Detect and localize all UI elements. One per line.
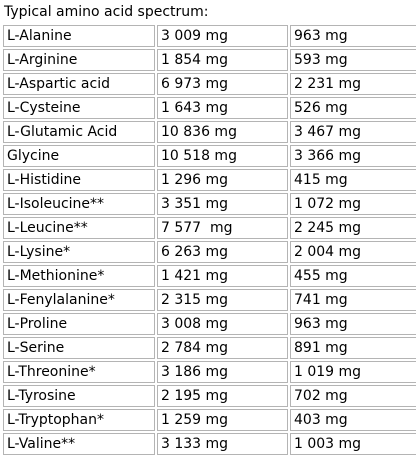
amount-column-1: 6 263 mg: [157, 241, 288, 263]
table-title: Typical amino acid spectrum:: [4, 4, 209, 20]
amount-column-2: 741 mg: [290, 289, 416, 311]
table-row: L-Methionine* 1 421 mg 455 mg: [3, 265, 416, 287]
amino-acid-name: L-Aspartic acid: [3, 73, 155, 95]
amount-column-1: 1 854 mg: [157, 49, 288, 71]
amino-acid-name: L-Proline: [3, 313, 155, 335]
amount-column-2: 963 mg: [290, 25, 416, 47]
amino-acid-name: L-Isoleucine**: [3, 193, 155, 215]
table-row: L-Leucine** 7 577 mg 2 245 mg: [3, 217, 416, 239]
amino-acid-name: Glycine: [3, 145, 155, 167]
table-row: L-Threonine* 3 186 mg 1 019 mg: [3, 361, 416, 383]
amount-column-2: 2 004 mg: [290, 241, 416, 263]
table-row: L-Serine 2 784 mg 891 mg: [3, 337, 416, 359]
amino-acid-name: L-Glutamic Acid: [3, 121, 155, 143]
amino-acid-name: L-Lysine*: [3, 241, 155, 263]
amino-acid-name: L-Serine: [3, 337, 155, 359]
amount-column-1: 6 973 mg: [157, 73, 288, 95]
table-row: L-Aspartic acid 6 973 mg 2 231 mg: [3, 73, 416, 95]
amino-acid-table-body: L-Alanine 3 009 mg 963 mg L-Arginine 1 8…: [3, 25, 416, 455]
table-row: L-Fenylalanine* 2 315 mg 741 mg: [3, 289, 416, 311]
amount-column-1: 1 296 mg: [157, 169, 288, 191]
amount-column-1: 2 195 mg: [157, 385, 288, 407]
amount-column-1: 10 518 mg: [157, 145, 288, 167]
table-row: L-Isoleucine** 3 351 mg 1 072 mg: [3, 193, 416, 215]
amount-column-2: 415 mg: [290, 169, 416, 191]
table-row: L-Valine** 3 133 mg 1 003 mg: [3, 433, 416, 455]
amount-column-2: 2 231 mg: [290, 73, 416, 95]
amino-acid-name: L-Threonine*: [3, 361, 155, 383]
amino-acid-name: L-Cysteine: [3, 97, 155, 119]
amount-column-2: 3 467 mg: [290, 121, 416, 143]
amino-acid-table: L-Alanine 3 009 mg 963 mg L-Arginine 1 8…: [1, 23, 416, 457]
table-row: L-Cysteine 1 643 mg 526 mg: [3, 97, 416, 119]
amount-column-1: 1 643 mg: [157, 97, 288, 119]
table-row: L-Arginine 1 854 mg 593 mg: [3, 49, 416, 71]
amount-column-2: 1 003 mg: [290, 433, 416, 455]
amount-column-2: 403 mg: [290, 409, 416, 431]
table-row: L-Alanine 3 009 mg 963 mg: [3, 25, 416, 47]
amino-acid-name: L-Tryptophan*: [3, 409, 155, 431]
amino-acid-name: L-Leucine**: [3, 217, 155, 239]
amount-column-1: 3 009 mg: [157, 25, 288, 47]
amino-acid-name: L-Alanine: [3, 25, 155, 47]
amount-column-2: 963 mg: [290, 313, 416, 335]
amino-acid-name: L-Histidine: [3, 169, 155, 191]
amino-acid-name: L-Methionine*: [3, 265, 155, 287]
amount-column-2: 455 mg: [290, 265, 416, 287]
amino-acid-name: L-Tyrosine: [3, 385, 155, 407]
amount-column-1: 2 784 mg: [157, 337, 288, 359]
amount-column-2: 1 019 mg: [290, 361, 416, 383]
amount-column-1: 1 421 mg: [157, 265, 288, 287]
amount-column-2: 593 mg: [290, 49, 416, 71]
amount-column-1: 1 259 mg: [157, 409, 288, 431]
amount-column-2: 3 366 mg: [290, 145, 416, 167]
table-row: L-Glutamic Acid 10 836 mg 3 467 mg: [3, 121, 416, 143]
table-row: L-Proline 3 008 mg 963 mg: [3, 313, 416, 335]
amount-column-1: 3 351 mg: [157, 193, 288, 215]
amount-column-1: 3 133 mg: [157, 433, 288, 455]
table-row: L-Histidine 1 296 mg 415 mg: [3, 169, 416, 191]
amino-acid-name: L-Fenylalanine*: [3, 289, 155, 311]
amino-acid-name: L-Arginine: [3, 49, 155, 71]
amount-column-1: 7 577 mg: [157, 217, 288, 239]
table-row: Glycine 10 518 mg 3 366 mg: [3, 145, 416, 167]
amount-column-1: 3 186 mg: [157, 361, 288, 383]
amino-acid-name: L-Valine**: [3, 433, 155, 455]
amount-column-1: 10 836 mg: [157, 121, 288, 143]
amount-column-2: 1 072 mg: [290, 193, 416, 215]
amount-column-2: 702 mg: [290, 385, 416, 407]
amount-column-2: 2 245 mg: [290, 217, 416, 239]
table-row: L-Tyrosine 2 195 mg 702 mg: [3, 385, 416, 407]
amount-column-2: 526 mg: [290, 97, 416, 119]
amount-column-2: 891 mg: [290, 337, 416, 359]
table-row: L-Lysine* 6 263 mg 2 004 mg: [3, 241, 416, 263]
amount-column-1: 2 315 mg: [157, 289, 288, 311]
amount-column-1: 3 008 mg: [157, 313, 288, 335]
table-row: L-Tryptophan* 1 259 mg 403 mg: [3, 409, 416, 431]
